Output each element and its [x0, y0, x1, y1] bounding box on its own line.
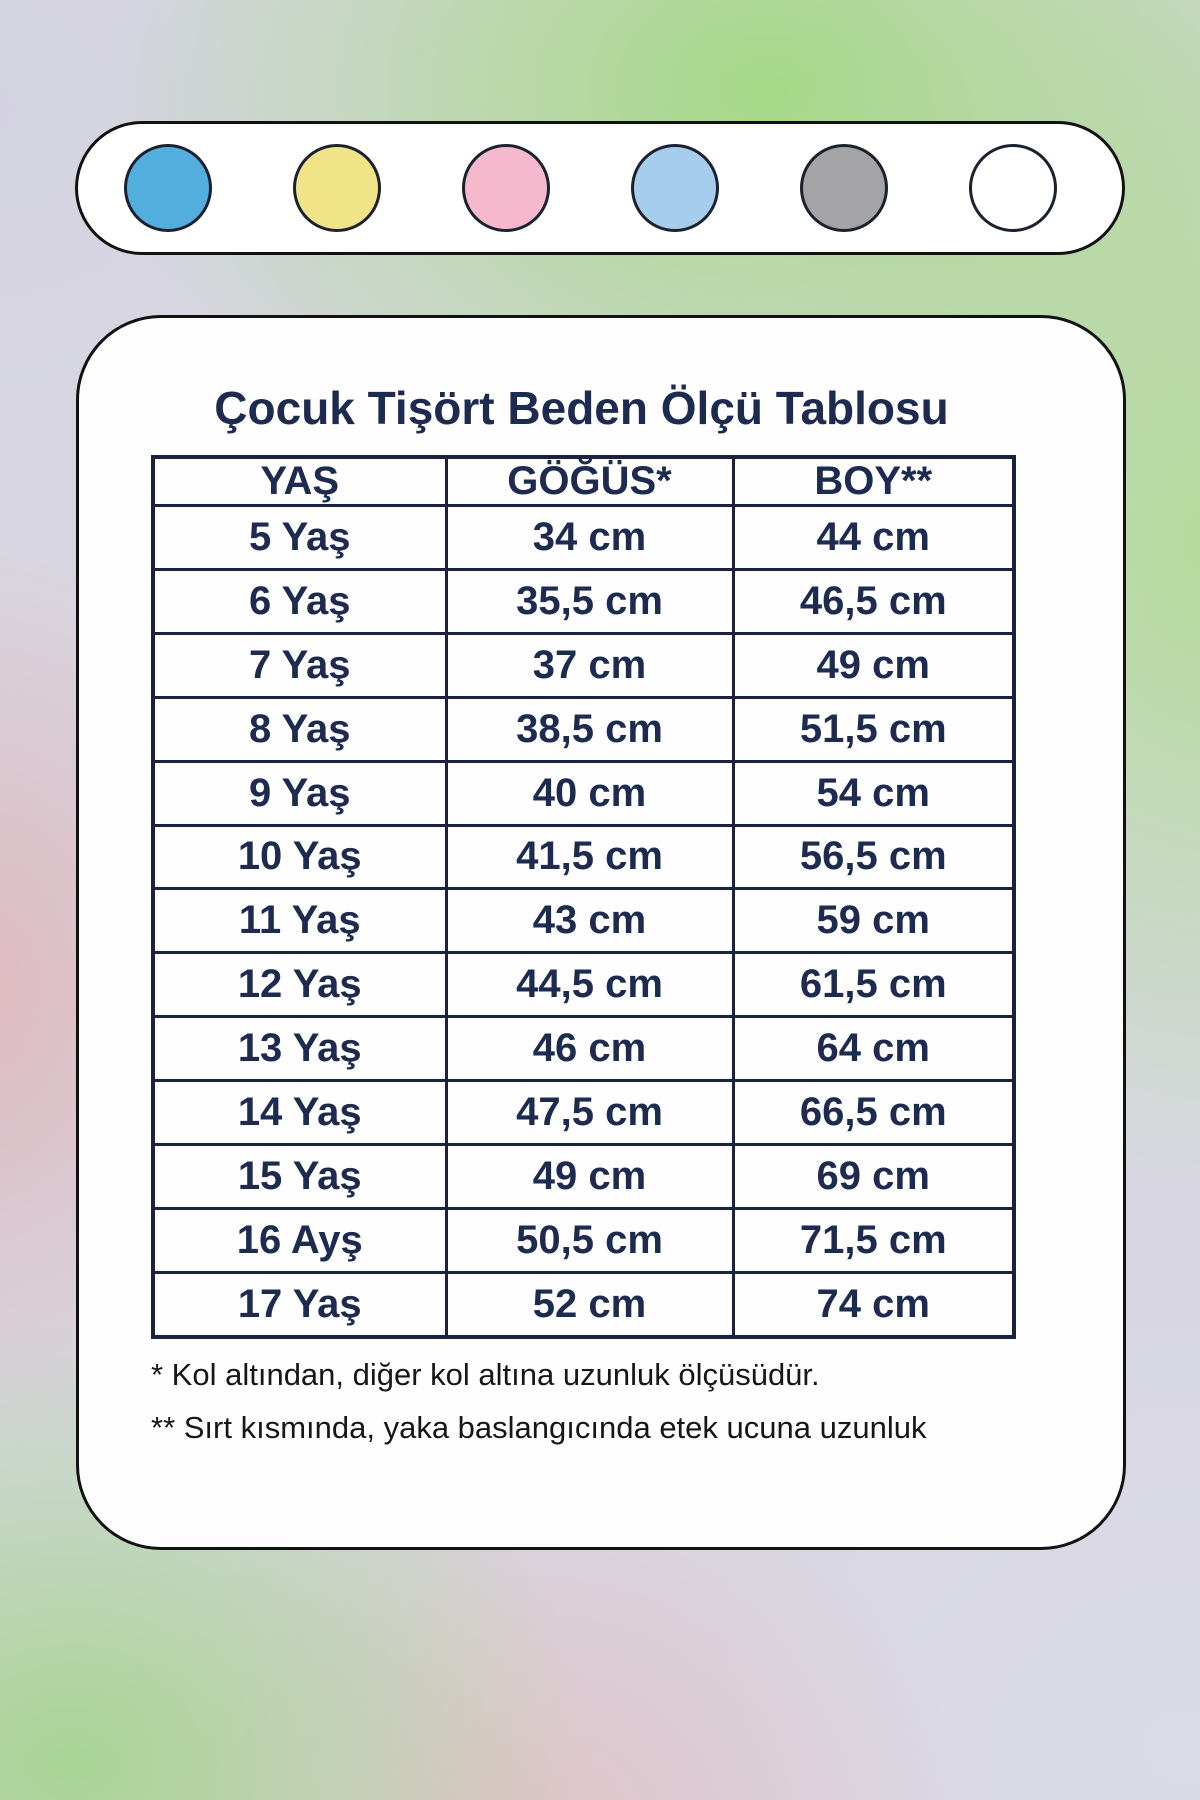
- table-cell: 69 cm: [731, 1143, 1016, 1210]
- color-swatch-gray[interactable]: [800, 144, 888, 232]
- table-cell: 54 cm: [731, 759, 1016, 827]
- table-row: 5 Yaş 34 cm 44 cm: [151, 504, 1016, 571]
- table-cell: 66,5 cm: [731, 1079, 1016, 1147]
- table-cell: 7 Yaş: [151, 631, 448, 699]
- table-cell: 5 Yaş: [151, 504, 448, 571]
- color-swatch-pink[interactable]: [462, 144, 550, 232]
- table-cell: 59 cm: [731, 887, 1016, 955]
- table-cell: 37 cm: [444, 631, 735, 699]
- table-cell: 9 Yaş: [151, 759, 448, 827]
- table-cell: 49 cm: [444, 1143, 735, 1210]
- table-cell: 52 cm: [444, 1270, 735, 1339]
- table-header-row: YAŞ GÖĞÜS* BOY**: [151, 455, 1016, 507]
- table-cell: 64 cm: [731, 1015, 1016, 1083]
- table-cell: 56,5 cm: [731, 823, 1016, 891]
- table-row: 7 Yaş 37 cm 49 cm: [151, 631, 1016, 699]
- table-cell: 10 Yaş: [151, 823, 448, 891]
- table-row: 12 Yaş 44,5 cm 61,5 cm: [151, 951, 1016, 1019]
- table-row: 15 Yaş 49 cm 69 cm: [151, 1143, 1016, 1210]
- table-cell: 46 cm: [444, 1015, 735, 1083]
- table-cell: 16 Ayş: [151, 1206, 448, 1274]
- table-row: 8 Yaş 38,5 cm 51,5 cm: [151, 695, 1016, 763]
- table-cell: 8 Yaş: [151, 695, 448, 763]
- footnote-2: ** Sırt kısmında, yaka baslangıcında ete…: [151, 1410, 927, 1445]
- table-cell: 51,5 cm: [731, 695, 1016, 763]
- col-header-boy: BOY**: [731, 455, 1016, 507]
- color-swatch-yellow[interactable]: [293, 144, 381, 232]
- table-cell: 71,5 cm: [731, 1206, 1016, 1274]
- table-cell: 44,5 cm: [444, 951, 735, 1019]
- table-cell: 38,5 cm: [444, 695, 735, 763]
- table-row: 11 Yaş 43 cm 59 cm: [151, 887, 1016, 955]
- table-cell: 43 cm: [444, 887, 735, 955]
- col-header-yas: YAŞ: [151, 455, 448, 507]
- table-cell: 17 Yaş: [151, 1270, 448, 1339]
- table-row: 6 Yaş 35,5 cm 46,5 cm: [151, 567, 1016, 635]
- table-row: 17 Yaş 52 cm 74 cm: [151, 1270, 1016, 1339]
- table-cell: 41,5 cm: [444, 823, 735, 891]
- table-cell: 14 Yaş: [151, 1079, 448, 1147]
- table-row: 9 Yaş 40 cm 54 cm: [151, 759, 1016, 827]
- footnote-1: * Kol altından, diğer kol altına uzunluk…: [151, 1357, 820, 1392]
- table-cell: 50,5 cm: [444, 1206, 735, 1274]
- table-cell: 11 Yaş: [151, 887, 448, 955]
- table-cell: 74 cm: [731, 1270, 1016, 1339]
- table-cell: 35,5 cm: [444, 567, 735, 635]
- table-cell: 44 cm: [731, 504, 1016, 571]
- size-chart-panel: Çocuk Tişört Beden Ölçü Tablosu YAŞ GÖĞÜ…: [76, 315, 1126, 1550]
- col-header-gogus: GÖĞÜS*: [444, 455, 735, 507]
- table-row: 10 Yaş 41,5 cm 56,5 cm: [151, 823, 1016, 891]
- table-cell: 61,5 cm: [731, 951, 1016, 1019]
- color-swatch-white[interactable]: [969, 144, 1057, 232]
- table-cell: 40 cm: [444, 759, 735, 827]
- table-row: 14 Yaş 47,5 cm 66,5 cm: [151, 1079, 1016, 1147]
- table-cell: 49 cm: [731, 631, 1016, 699]
- table-cell: 47,5 cm: [444, 1079, 735, 1147]
- table-row: 13 Yaş 46 cm 64 cm: [151, 1015, 1016, 1083]
- table-cell: 15 Yaş: [151, 1143, 448, 1210]
- color-options-strip: [75, 121, 1125, 255]
- size-table: YAŞ GÖĞÜS* BOY** 5 Yaş 34 cm 44 cm 6 Yaş…: [151, 455, 1016, 1339]
- table-cell: 6 Yaş: [151, 567, 448, 635]
- table-cell: 46,5 cm: [731, 567, 1016, 635]
- table-cell: 13 Yaş: [151, 1015, 448, 1083]
- size-chart-title: Çocuk Tişört Beden Ölçü Tablosu: [214, 382, 949, 434]
- color-swatch-light-blue[interactable]: [631, 144, 719, 232]
- table-cell: 34 cm: [444, 504, 735, 571]
- color-swatch-blue[interactable]: [124, 144, 212, 232]
- table-cell: 12 Yaş: [151, 951, 448, 1019]
- table-row: 16 Ayş 50,5 cm 71,5 cm: [151, 1206, 1016, 1274]
